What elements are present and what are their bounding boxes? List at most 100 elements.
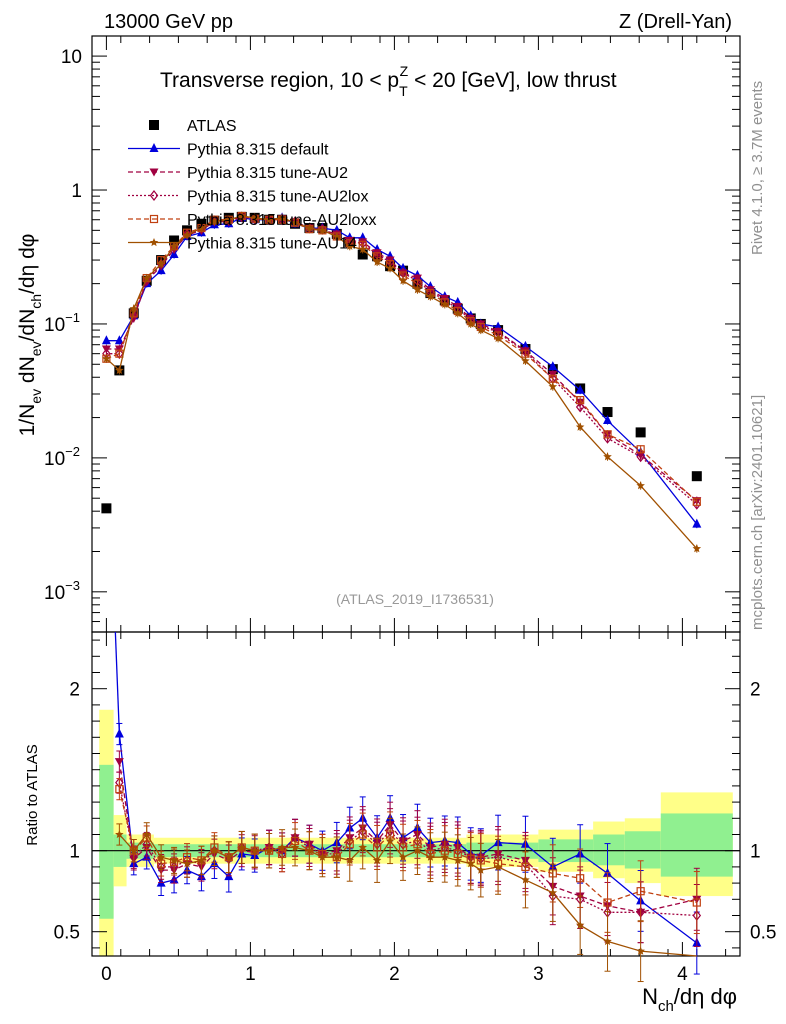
x-tick-label: 2 [389,964,400,985]
ratio-point [142,830,151,839]
data-point [548,382,558,391]
data-point [332,232,342,241]
data-point [575,401,585,413]
plot-title: Transverse region, 10 < pTZ < 20 [GeV], … [160,63,617,99]
data-point [636,481,645,490]
ratio-point [372,855,382,865]
y-tick-label: 1 [71,181,82,202]
data-point [210,217,219,226]
legend-marker [149,120,159,130]
data-point [115,348,124,360]
legend-label: ATLAS [187,118,237,135]
data-point [142,275,151,287]
ratio-point [210,846,219,855]
analysis-id: (ATLAS_2019_I1736531) [336,591,494,607]
ratio-y-tick-label: 0.5 [54,923,80,944]
ratio-point [277,843,287,852]
legend-marker [149,168,159,177]
ratio-offscale-line [114,631,121,735]
data-point [385,263,395,272]
data-point [264,215,274,224]
data-point [575,384,585,394]
data-point [277,213,287,222]
data-point [305,223,314,232]
ylabel-sub-ch: ch [28,294,44,309]
data-point [156,259,166,268]
data-point [603,432,612,444]
ratio-point [156,852,166,861]
ratio-band-green-9 [660,813,733,877]
y-tick-base: 10 [44,449,65,470]
ylabel-sub-ev: ev [28,389,44,404]
ratio-point [636,887,645,896]
ratio-band-green-0 [99,764,114,919]
data-point [115,365,124,374]
ratio-point [169,855,179,865]
ratio-point [413,846,422,855]
data-point [114,335,124,345]
data-point [250,213,259,222]
ratio-point [476,865,486,874]
data-point [576,396,585,405]
ratio-point [224,852,234,861]
ratio-series [114,631,702,983]
ratio-point [453,855,462,865]
ratio-y-tick-label: 1 [69,842,80,863]
ratio-point [129,846,138,855]
ratio-point [115,830,124,839]
data-point [548,361,558,371]
data-point [635,427,646,438]
data-point [357,249,368,260]
y-axis-label-main: 1/Nev dNev/dNch/dη dφ [16,234,44,437]
data-point [398,276,408,285]
side-label-rivet: Rivet 4.1.0, ≥ 3.7M events [749,81,766,255]
data-point [169,235,180,246]
xlabel-part-0: N [642,984,658,1009]
ratio-y-tick-label-right: 1 [750,842,761,863]
y-tick-base: 10 [44,315,65,336]
title-sup-Z: Z [400,63,409,79]
ratio-point [115,785,124,794]
data-point [692,498,702,510]
data-point [169,241,179,250]
series-5 [102,211,702,553]
x-tick-label: 0 [101,964,112,985]
ratio-point [636,946,645,955]
data-point [345,241,354,250]
ratio-point [358,843,367,852]
x-tick-label: 1 [245,964,256,985]
y-tick-label: 10−1 [44,310,80,336]
ratio-point [345,855,354,865]
data-point [603,430,612,439]
ratio-point [493,862,503,871]
series-line [106,215,698,503]
title-part-2: < 20 [GeV], low thrust [408,69,617,92]
data-point [636,445,645,454]
ratio-point [385,836,395,845]
ylabel-part-0: 1/N [16,404,39,437]
data-point [197,223,206,232]
ratio-point [318,852,327,861]
xlabel-part-2: /dη dφ [674,984,737,1009]
y-tick-label: 10−2 [44,444,80,470]
ratio-point [576,874,585,883]
side-label-mcplots: mcplots.cern.ch [arXiv:2401.10621] [749,395,766,630]
data-point [142,273,151,282]
ratio-point [603,936,612,946]
data-point [101,335,111,345]
ratio-point [182,859,192,868]
ratio-line [118,761,697,913]
x-axis-label: Nch/dη dφ [642,984,737,1015]
x-tick-label: 3 [533,964,544,985]
ratio-point [603,898,612,907]
ratio-point [197,855,206,865]
data-point [692,497,701,506]
legend-label: Pythia 8.315 tune-AU14 [187,236,357,253]
data-series [101,211,702,553]
data-point [237,211,246,220]
legend-label: Pythia 8.315 tune-AU2 [187,165,348,182]
ratio-point [250,846,259,855]
ratio-point [466,859,475,868]
legend-label: Pythia 8.315 tune-AU2lox [187,189,368,206]
